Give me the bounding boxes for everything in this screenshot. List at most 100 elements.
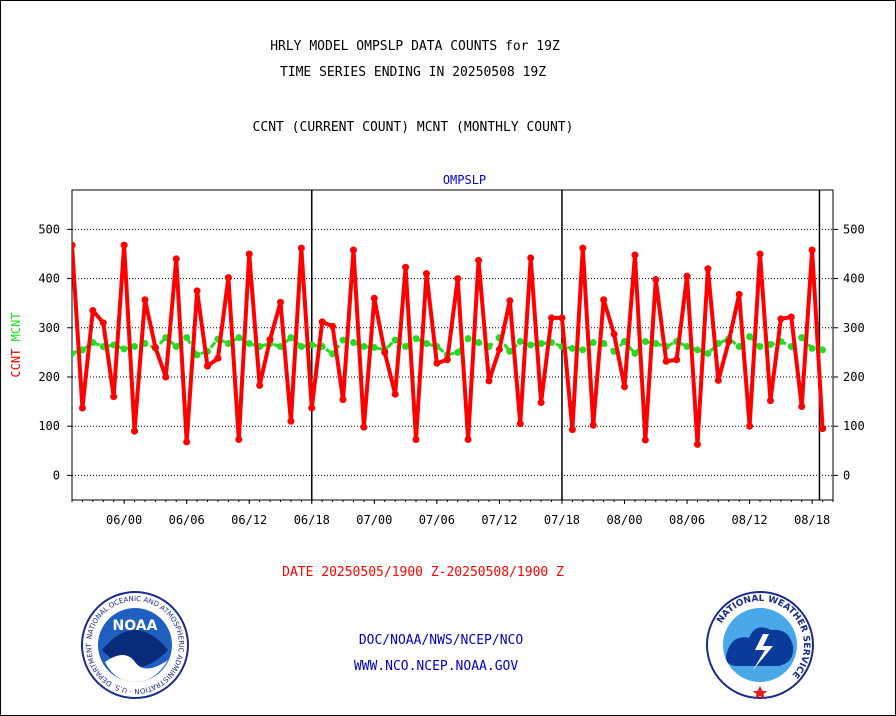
- star-icon: [752, 686, 768, 699]
- data-point-mcnt: [475, 339, 483, 347]
- data-point-mcnt: [172, 342, 180, 350]
- data-point-ccnt: [131, 427, 139, 435]
- x-tick-label: 07/18: [544, 513, 580, 527]
- data-point-mcnt: [297, 342, 305, 350]
- data-point-mcnt: [506, 347, 514, 355]
- data-point-ccnt: [464, 435, 472, 443]
- data-point-ccnt: [652, 276, 660, 284]
- data-point-ccnt: [610, 330, 618, 338]
- data-point-mcnt: [798, 334, 806, 342]
- data-point-ccnt: [808, 246, 816, 254]
- data-point-ccnt: [787, 313, 795, 321]
- data-point-ccnt: [527, 254, 535, 262]
- data-point-mcnt: [412, 335, 420, 343]
- data-point-mcnt: [72, 349, 76, 357]
- data-point-ccnt: [746, 422, 754, 430]
- data-point-mcnt: [641, 338, 649, 346]
- data-point-ccnt: [120, 241, 128, 249]
- data-point-mcnt: [349, 339, 357, 347]
- y-tick-label-right: 200: [843, 370, 865, 384]
- y-tick-label: 0: [53, 468, 60, 482]
- data-point-ccnt: [318, 318, 326, 326]
- data-point-ccnt: [214, 354, 222, 362]
- data-point-mcnt: [235, 334, 243, 342]
- data-point-ccnt: [579, 244, 587, 252]
- data-point-ccnt: [183, 438, 191, 446]
- data-point-ccnt: [339, 396, 347, 404]
- x-tick-label: 07/12: [481, 513, 517, 527]
- noaa-logo-text: NOAA: [113, 618, 158, 634]
- data-point-mcnt: [193, 351, 201, 359]
- y-tick-label: 300: [38, 321, 60, 335]
- data-point-ccnt: [495, 345, 503, 353]
- data-point-ccnt: [99, 319, 107, 327]
- data-point-mcnt: [454, 348, 462, 356]
- data-point-mcnt: [537, 340, 545, 348]
- data-point-ccnt: [193, 287, 201, 295]
- noaa-logo: NOAA NATIONAL OCEANIC AND ATMOSPHERIC AD…: [80, 590, 189, 699]
- data-point-mcnt: [224, 340, 232, 348]
- data-point-ccnt: [673, 356, 681, 364]
- url-line: WWW.NCO.NCEP.NOAA.GOV: [353, 659, 519, 674]
- data-point-mcnt: [766, 341, 774, 349]
- data-point-mcnt: [422, 340, 430, 348]
- data-point-ccnt: [204, 362, 212, 370]
- data-point-ccnt: [443, 356, 451, 364]
- data-point-ccnt: [433, 359, 441, 367]
- x-tick-label: 06/00: [106, 513, 142, 527]
- data-point-mcnt: [402, 342, 410, 350]
- data-point-ccnt: [141, 296, 149, 304]
- data-point-ccnt: [548, 314, 556, 322]
- data-point-ccnt: [506, 297, 514, 305]
- data-point-ccnt: [402, 263, 410, 271]
- y-tick-label-right: 400: [843, 272, 865, 286]
- y-tick-label-right: 100: [843, 419, 865, 433]
- data-point-ccnt: [422, 270, 430, 278]
- x-tick-label: 07/06: [419, 513, 455, 527]
- data-point-mcnt: [756, 342, 764, 350]
- y-tick-label-right: 300: [843, 321, 865, 335]
- data-point-mcnt: [120, 345, 128, 353]
- x-tick-label: 08/00: [606, 513, 642, 527]
- data-point-mcnt: [819, 346, 827, 354]
- y-tick-label-right: 500: [843, 222, 865, 236]
- data-point-ccnt: [621, 383, 629, 391]
- y-tick-label: 200: [38, 370, 60, 384]
- data-point-ccnt: [370, 294, 378, 302]
- series-group: [72, 241, 827, 448]
- data-point-mcnt: [631, 349, 639, 357]
- org-line: DOC/NOAA/NWS/NCEP/NCO: [358, 633, 524, 648]
- data-point-mcnt: [579, 346, 587, 354]
- chart-subtitle: CCNT (CURRENT COUNT) MCNT (MONTHLY COUNT…: [252, 120, 574, 135]
- data-point-mcnt: [370, 343, 378, 351]
- data-point-ccnt: [308, 404, 316, 412]
- data-point-mcnt: [131, 342, 139, 350]
- series-line-ccnt: [72, 243, 825, 447]
- x-tick-label: 06/06: [169, 513, 205, 527]
- x-tick-label: 08/12: [732, 513, 768, 527]
- data-point-ccnt: [72, 241, 76, 249]
- data-point-ccnt: [349, 246, 357, 254]
- data-point-ccnt: [329, 322, 337, 330]
- data-point-ccnt: [391, 390, 399, 398]
- data-point-ccnt: [162, 373, 170, 381]
- data-point-ccnt: [693, 440, 701, 448]
- y-axis-label-mcnt: MCNT: [9, 312, 23, 348]
- data-point-mcnt: [704, 349, 712, 357]
- data-point-mcnt: [746, 333, 754, 341]
- data-point-ccnt: [704, 265, 712, 273]
- data-point-ccnt: [600, 296, 608, 304]
- data-point-ccnt: [537, 399, 545, 407]
- y-tick-label-right: 0: [843, 468, 850, 482]
- data-point-ccnt: [756, 250, 764, 258]
- data-point-mcnt: [183, 334, 191, 342]
- data-point-ccnt: [297, 244, 305, 252]
- data-point-ccnt: [589, 421, 597, 429]
- data-point-mcnt: [516, 338, 524, 346]
- data-point-mcnt: [568, 344, 576, 352]
- data-point-ccnt: [256, 381, 264, 389]
- time-series-chart: 0 0 100 100 200 200 300 300 400 400 500 500 06/00 06/…: [9, 173, 865, 527]
- data-point-mcnt: [527, 341, 535, 349]
- nws-logo: NATIONAL WEATHER SERVICE: [706, 591, 814, 699]
- data-point-ccnt: [381, 348, 389, 356]
